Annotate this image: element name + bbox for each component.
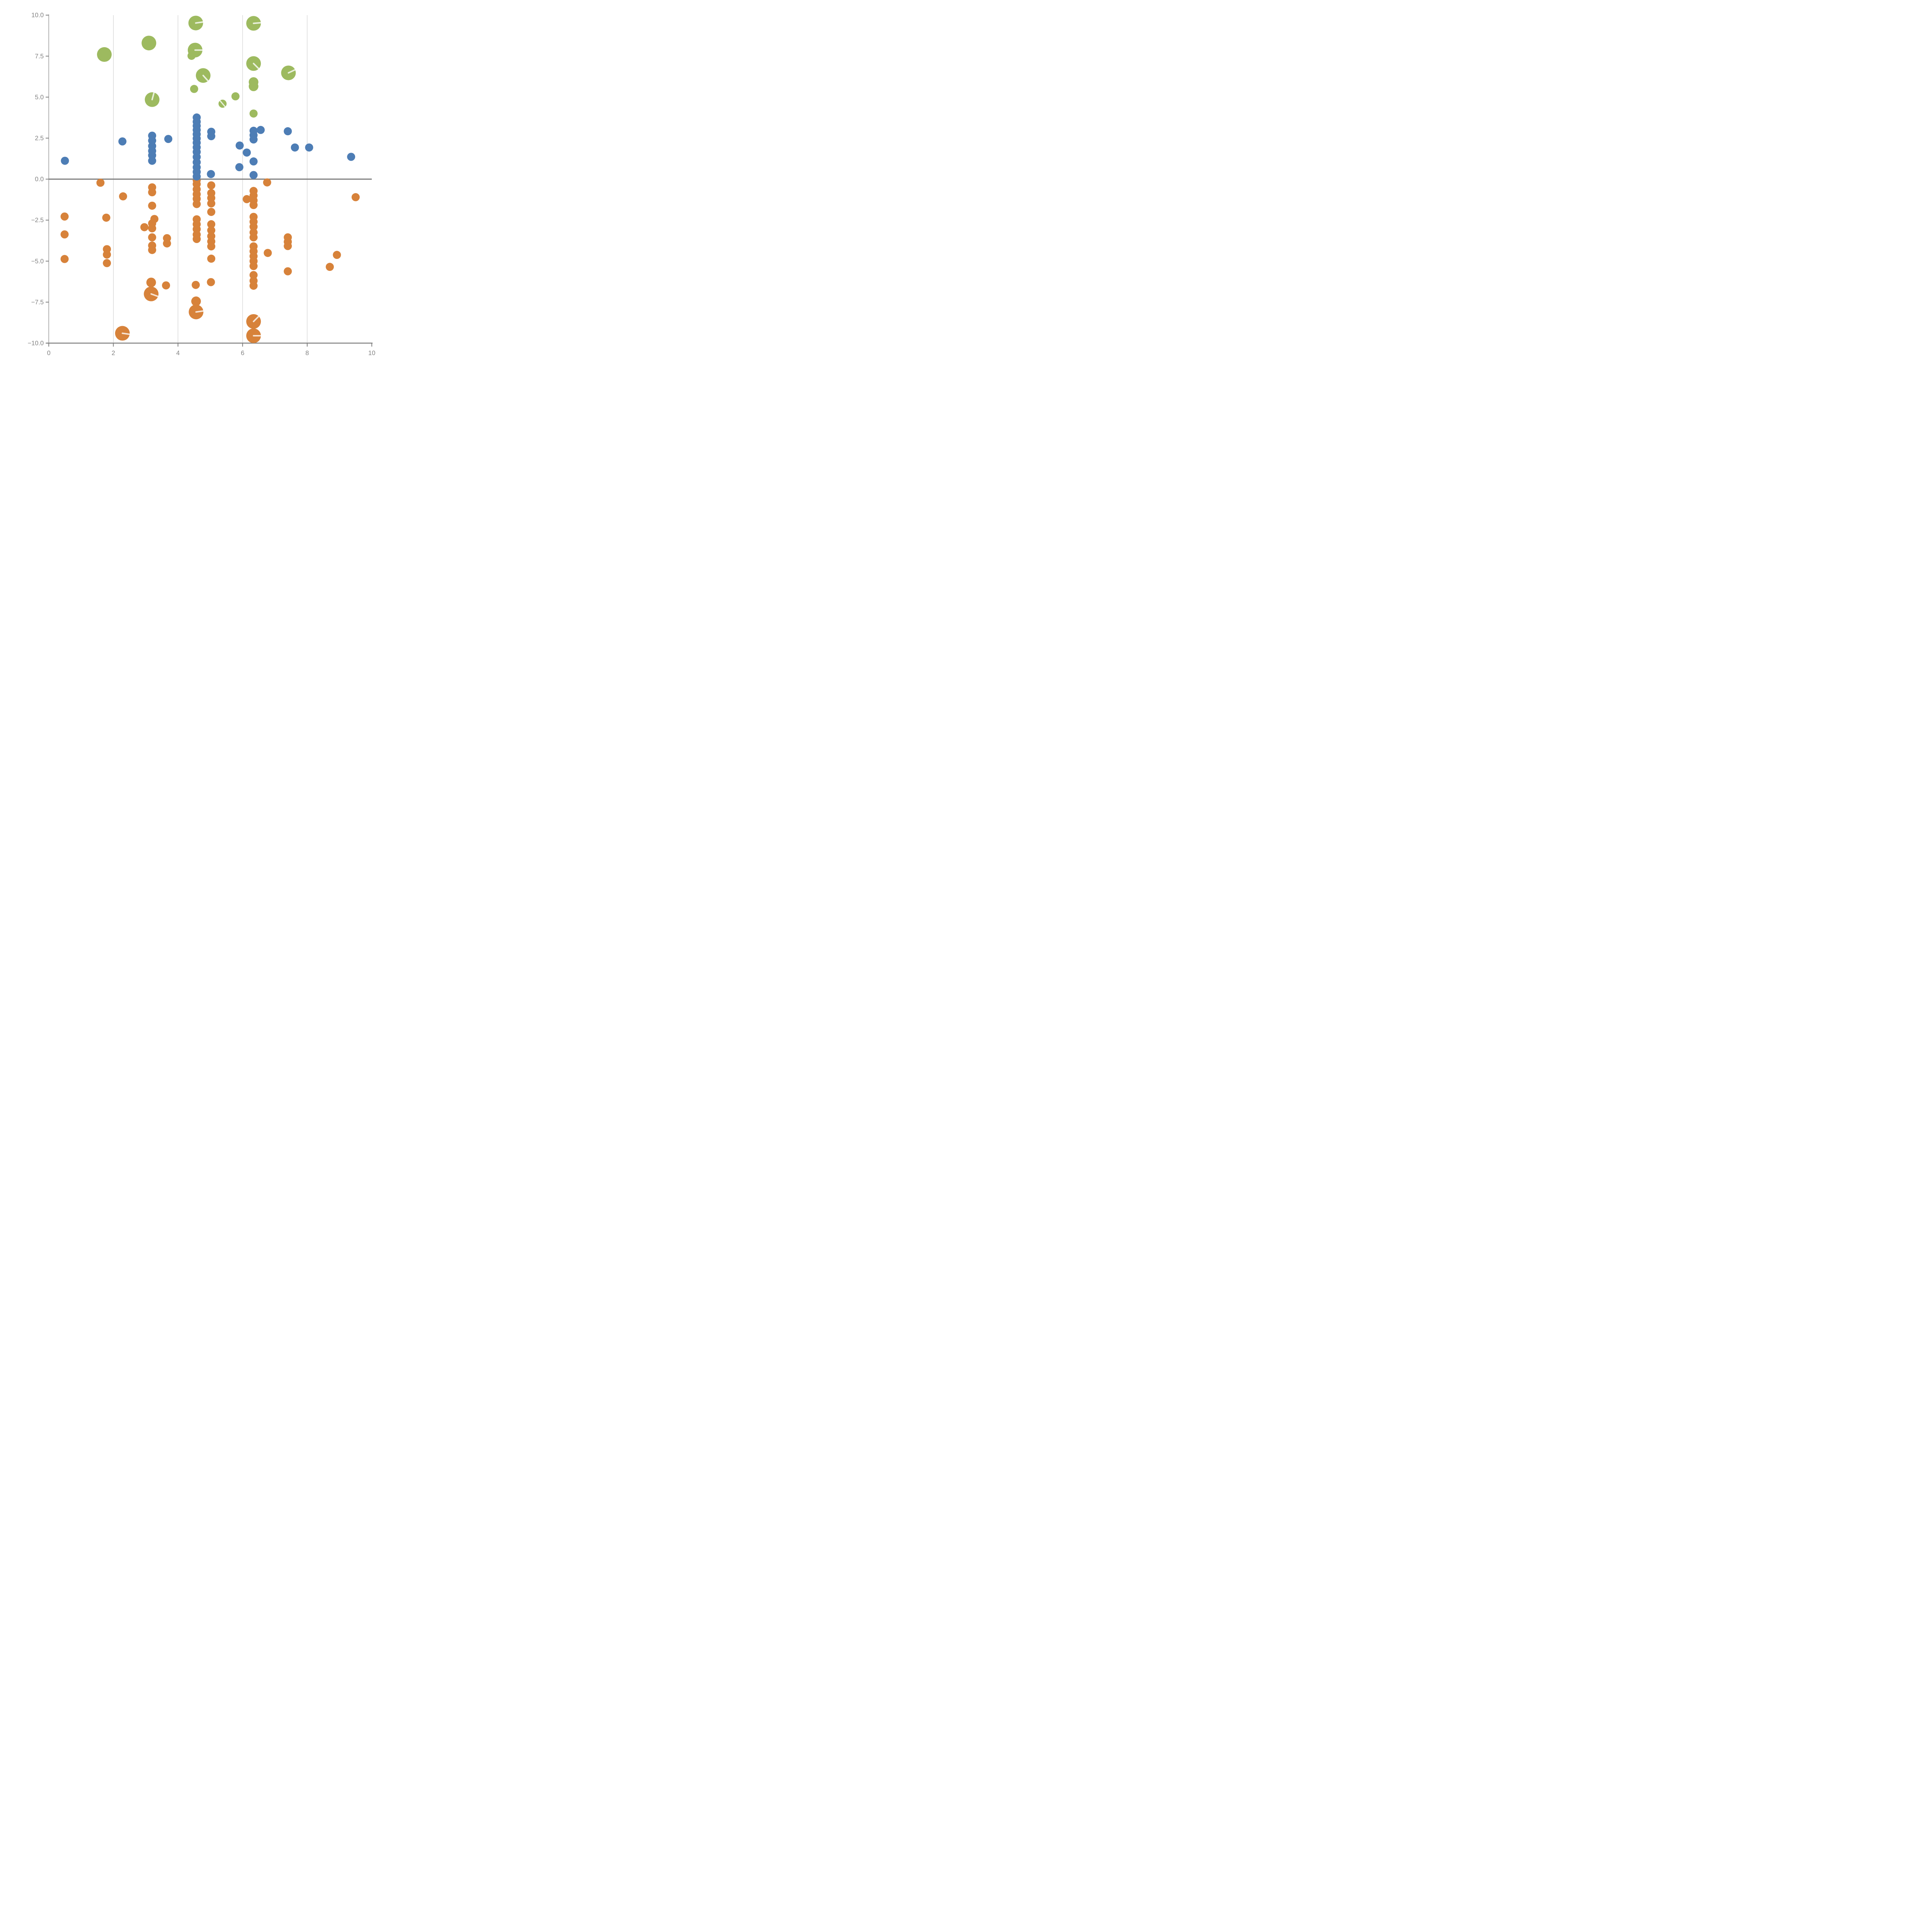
orange-point <box>148 188 156 197</box>
bubble-slash-mark <box>287 69 296 74</box>
blue-point <box>284 127 292 136</box>
x-tick-label: 2 <box>112 350 115 357</box>
green-point <box>249 109 258 118</box>
blue-point <box>207 170 215 178</box>
orange-point <box>263 178 271 187</box>
green-point <box>231 92 240 100</box>
orange-point <box>207 278 215 286</box>
orange-point <box>148 246 156 254</box>
y-tick-label: 0.0 <box>35 176 44 183</box>
orange-point <box>249 281 258 290</box>
orange-point <box>192 235 201 243</box>
orange-point <box>207 242 216 251</box>
orange-point <box>192 200 201 208</box>
scatter-plot-canvas: 10.0 7.5 5.0 2.5 0.0 −2.5 −5.0 −7.5 −10.00 2 4 6 8 10 <box>27 12 375 357</box>
orange-point <box>207 199 216 207</box>
orange-point <box>140 223 149 231</box>
orange-point <box>333 251 341 259</box>
orange-point <box>60 230 69 239</box>
orange-point <box>146 277 156 287</box>
bubble-slash-mark <box>253 63 259 70</box>
bubble-slash-mark <box>195 310 204 313</box>
orange-point <box>284 242 292 250</box>
x-tick-label: 0 <box>47 350 51 357</box>
blue-point <box>164 135 173 143</box>
blue-point <box>249 157 258 166</box>
blue-point <box>243 148 251 157</box>
orange-point <box>243 195 251 203</box>
blue-point <box>291 143 299 152</box>
x-tick-label: 8 <box>305 350 309 357</box>
blue-point <box>305 143 313 152</box>
orange-point <box>163 239 171 248</box>
orange-point <box>264 249 272 257</box>
orange-point <box>103 259 111 267</box>
orange-point <box>103 250 111 259</box>
green-point <box>248 81 259 91</box>
orange-point <box>249 271 258 279</box>
bubble-slash-mark <box>253 316 259 322</box>
orange-point <box>207 226 216 235</box>
bubble-slash-mark <box>151 92 155 100</box>
blue-point <box>257 126 265 134</box>
y-tick-label: −7.5 <box>31 299 44 306</box>
orange-point <box>96 179 105 187</box>
bubble-slash-mark <box>195 21 204 24</box>
bubble-slash-mark <box>202 75 209 82</box>
y-tick-label: 5.0 <box>35 94 44 101</box>
y-tick-label: 2.5 <box>35 135 44 142</box>
bubble-slash-mark <box>219 100 226 107</box>
orange-point <box>207 207 216 216</box>
orange-point <box>207 181 216 190</box>
orange-point <box>148 224 156 233</box>
orange-point <box>249 262 258 270</box>
bubble-slash-mark <box>253 22 262 24</box>
orange-point <box>60 255 69 263</box>
blue-point <box>249 171 258 179</box>
orange-point <box>207 254 216 263</box>
orange-point <box>148 201 156 210</box>
x-tick-label: 6 <box>241 350 244 357</box>
orange-point <box>284 267 292 276</box>
scatter-figure: 10.0 7.5 5.0 2.5 0.0 −2.5 −5.0 −7.5 −10.0 0 2 4 6 8 10 <box>0 0 386 386</box>
orange-point <box>102 213 111 222</box>
y-tick-label: 7.5 <box>35 53 44 60</box>
orange-point <box>249 223 258 231</box>
x-tick-label: 10 <box>368 350 375 357</box>
blue-point <box>192 172 201 181</box>
orange-point <box>148 233 156 242</box>
blue-point <box>118 137 127 146</box>
green-point <box>187 51 196 60</box>
x-tick-label: 4 <box>176 350 180 357</box>
orange-point <box>249 201 258 209</box>
orange-point <box>351 193 360 201</box>
orange-point <box>162 281 170 290</box>
green-point <box>97 47 112 62</box>
blue-point <box>235 163 243 172</box>
green-point <box>141 36 156 51</box>
orange-point <box>249 233 258 242</box>
bubble-slash-mark <box>121 332 130 335</box>
orange-point <box>60 212 69 221</box>
orange-point <box>207 220 216 228</box>
blue-point <box>249 135 258 144</box>
green-point <box>190 85 198 93</box>
blue-point <box>347 153 355 161</box>
orange-point <box>192 281 200 289</box>
bubble-slash-mark <box>150 293 159 297</box>
blue-point <box>235 141 244 150</box>
y-tick-label: −5.0 <box>31 258 44 265</box>
y-tick-label: 10.0 <box>31 12 44 19</box>
blue-point <box>207 132 216 140</box>
orange-point <box>191 296 201 306</box>
blue-point <box>61 156 69 165</box>
blue-point <box>148 156 156 165</box>
y-tick-label: −10.0 <box>27 340 44 347</box>
orange-point <box>119 192 127 201</box>
orange-point <box>326 263 334 271</box>
y-tick-label: −2.5 <box>31 217 44 224</box>
